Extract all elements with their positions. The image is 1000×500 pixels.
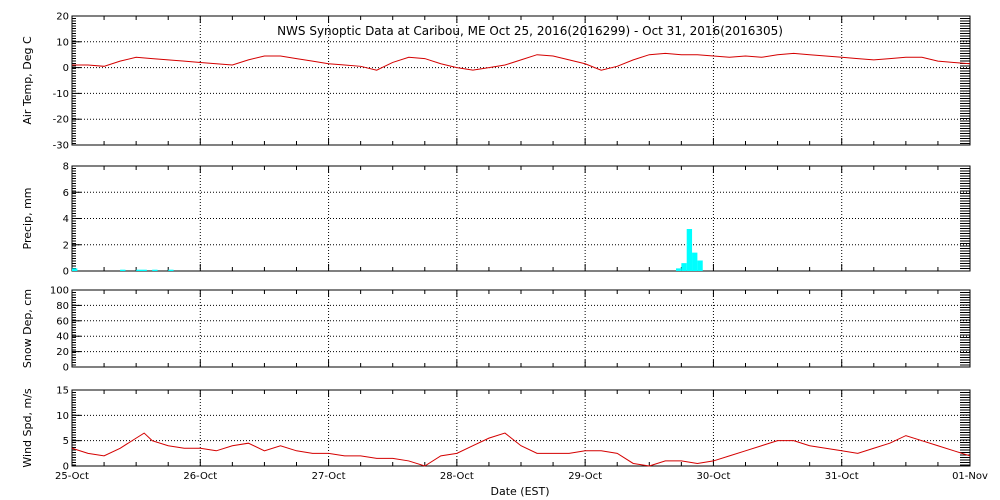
panel-frame xyxy=(71,289,971,368)
precip-bar xyxy=(697,260,703,271)
y-tick-label: 60 xyxy=(56,316,69,327)
y-tick-label: 15 xyxy=(56,386,69,397)
precip-bar xyxy=(686,229,693,271)
panel-frame xyxy=(71,165,971,272)
precip-bar xyxy=(676,268,682,271)
y-tick-label: 4 xyxy=(63,214,69,225)
y-axis-title-wind: Wind Spd, m/s xyxy=(21,388,34,468)
y-tick-label: 80 xyxy=(56,301,69,312)
precip-bar xyxy=(168,269,174,271)
precip-bar xyxy=(681,263,687,271)
y-tick-label: 40 xyxy=(56,332,69,343)
y-tick-label: 0 xyxy=(63,462,69,473)
y-tick-label: -20 xyxy=(53,115,69,126)
precip-bar xyxy=(136,269,142,271)
y-tick-label: 100 xyxy=(50,286,69,297)
panel-frame xyxy=(71,15,971,146)
y-tick-label: 20 xyxy=(56,12,69,23)
y-tick-label: 5 xyxy=(63,436,69,447)
precip-bar xyxy=(72,268,78,271)
x-tick-label: 29-Oct xyxy=(568,471,602,482)
y-axis-title-snow: Snow Dep, cm xyxy=(21,289,34,368)
x-tick-label: 01-Nov xyxy=(952,471,988,482)
series-line-wind xyxy=(71,432,971,467)
x-tick-label: 30-Oct xyxy=(696,471,730,482)
panel-temp: 20 10 0 -10 -20 -30 Air Temp, Deg C xyxy=(21,12,971,152)
y-axis-title-temp: Air Temp, Deg C xyxy=(21,36,34,125)
y-tick-label: 10 xyxy=(56,411,69,422)
y-tick-label: -30 xyxy=(53,141,69,152)
precip-bar xyxy=(120,269,126,271)
precip-bar xyxy=(141,269,147,271)
y-tick-label: 6 xyxy=(63,188,69,199)
y-tick-label: -10 xyxy=(53,89,69,100)
x-tick-label: 31-Oct xyxy=(825,471,859,482)
y-tick-label: 10 xyxy=(56,37,69,48)
series-line-temp xyxy=(72,52,971,71)
panel-frame xyxy=(71,389,971,467)
x-tick-label: 28-Oct xyxy=(440,471,474,482)
precip-bar xyxy=(152,269,158,271)
panel-snow: 100 80 60 40 20 0 Snow Dep, cm xyxy=(21,286,971,374)
panel-precip: 8 6 4 2 0 Precip, mm xyxy=(21,162,971,278)
x-axis-title: Date (EST) xyxy=(490,485,549,498)
panel-wind: 15 10 5 0 Wind Spd, m/s xyxy=(21,386,971,473)
y-tick-label: 0 xyxy=(63,63,69,74)
y-tick-label: 0 xyxy=(63,363,69,374)
y-tick-label: 8 xyxy=(63,162,69,173)
x-tick-label: 26-Oct xyxy=(183,471,217,482)
x-tick-label: 25-Oct xyxy=(55,471,89,482)
y-axis-title-precip: Precip, mm xyxy=(21,188,34,250)
y-tick-label: 20 xyxy=(56,347,69,358)
precip-bar xyxy=(692,252,698,271)
chart-title: NWS Synoptic Data at Caribou, ME Oct 25,… xyxy=(277,24,783,38)
y-tick-label: 0 xyxy=(63,267,69,278)
y-tick-label: 2 xyxy=(63,240,69,251)
x-tick-label: 27-Oct xyxy=(312,471,346,482)
